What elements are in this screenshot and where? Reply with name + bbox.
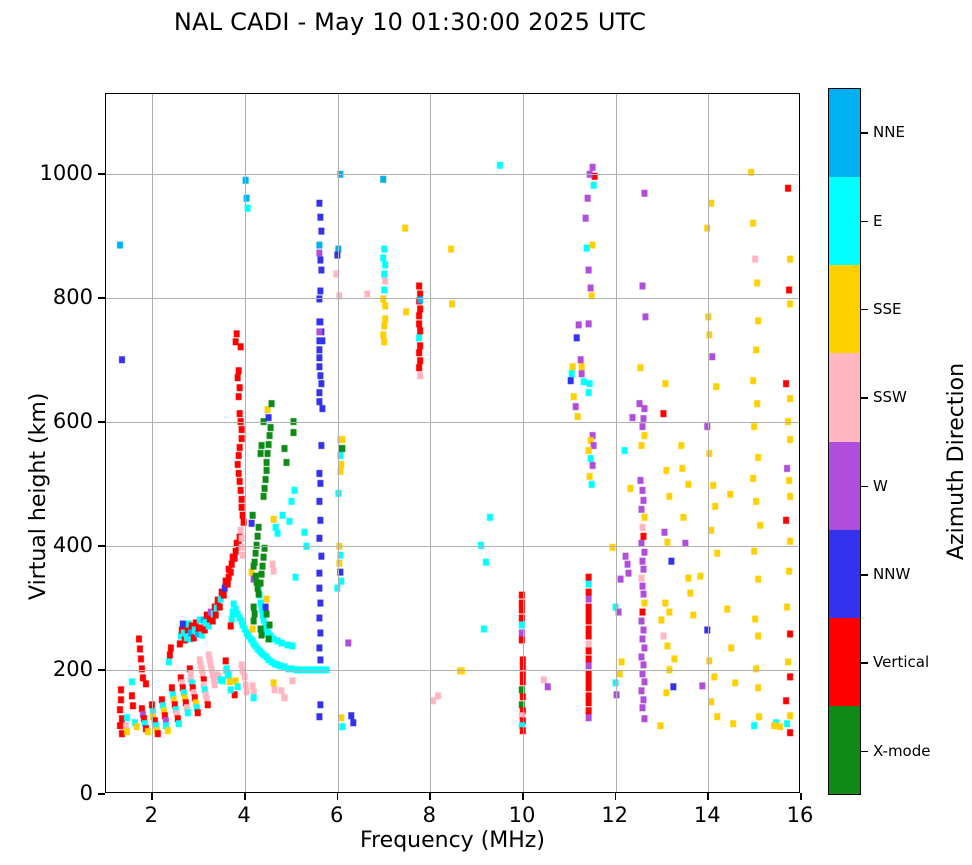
colorbar-label-vertical: Vertical xyxy=(873,653,930,672)
x-tick-mark xyxy=(336,793,339,800)
chart-title: NAL CADI - May 10 01:30:00 2025 UTC xyxy=(173,8,647,36)
colorbar-label: Azimuth Direction xyxy=(944,362,969,560)
colorbar-tick xyxy=(861,397,868,399)
colorbar-segment-sse xyxy=(829,265,860,354)
gridline-vertical xyxy=(430,94,432,792)
gridline-horizontal xyxy=(106,298,799,299)
y-tick-mark xyxy=(98,421,105,423)
x-tick-label: 4 xyxy=(237,803,251,827)
colorbar-label-nne: NNE xyxy=(873,123,905,142)
x-tick-mark xyxy=(151,793,153,800)
y-tick-mark xyxy=(98,297,105,299)
gridline-vertical xyxy=(615,94,617,792)
colorbar-segment-nne xyxy=(829,89,860,178)
y-tick-mark xyxy=(98,173,105,175)
colorbar-tick xyxy=(861,750,868,753)
colorbar-tick xyxy=(861,485,868,488)
colorbar-segment-w xyxy=(829,441,860,530)
gridline-vertical xyxy=(708,94,710,792)
colorbar xyxy=(828,88,861,795)
colorbar-tick xyxy=(861,574,868,576)
x-tick-mark xyxy=(707,793,709,800)
colorbar-tick xyxy=(861,308,868,311)
y-tick-label: 600 xyxy=(52,409,93,433)
gridline-vertical xyxy=(523,94,524,792)
colorbar-label-w: W xyxy=(873,476,888,495)
x-tick-label: 16 xyxy=(786,803,814,827)
x-tick-label: 8 xyxy=(422,803,436,827)
y-tick-mark xyxy=(98,793,105,795)
colorbar-segment-e xyxy=(829,177,860,266)
colorbar-label-sse: SSE xyxy=(873,299,902,318)
y-tick-mark xyxy=(98,669,105,671)
x-tick-mark xyxy=(244,793,246,800)
x-tick-mark xyxy=(429,793,431,800)
y-tick-label: 200 xyxy=(52,657,93,681)
plot-area xyxy=(105,93,800,793)
x-tick-label: 14 xyxy=(693,803,721,827)
colorbar-label-e: E xyxy=(873,211,883,230)
y-tick-label: 0 xyxy=(79,781,93,805)
x-tick-mark xyxy=(522,793,524,800)
y-tick-label: 400 xyxy=(52,533,93,557)
x-tick-mark xyxy=(614,793,617,800)
x-tick-mark xyxy=(800,793,802,800)
colorbar-tick xyxy=(861,662,868,664)
colorbar-label-ssw: SSW xyxy=(873,388,907,407)
y-tick-label: 800 xyxy=(52,285,93,309)
y-tick-label: 1000 xyxy=(39,161,93,185)
y-tick-mark xyxy=(98,545,105,547)
gridline-vertical xyxy=(152,94,154,792)
gridline-vertical xyxy=(245,94,246,792)
ionogram-scatter-canvas xyxy=(106,94,799,792)
colorbar-label-x-mode: X-mode xyxy=(873,741,931,760)
colorbar-tick xyxy=(861,132,868,134)
x-axis-label: Frequency (MHz) xyxy=(360,828,545,853)
colorbar-segment-nnw xyxy=(829,529,860,618)
y-axis-label: Virtual height (km) xyxy=(26,392,51,600)
gridline-horizontal xyxy=(106,422,799,423)
x-tick-label: 6 xyxy=(330,803,344,827)
gridline-horizontal xyxy=(106,546,799,547)
colorbar-tick xyxy=(861,220,868,223)
colorbar-label-nnw: NNW xyxy=(873,565,911,584)
colorbar-segment-ssw xyxy=(829,353,860,442)
x-tick-label: 12 xyxy=(601,803,629,827)
gridline-horizontal xyxy=(106,174,799,175)
x-tick-label: 10 xyxy=(508,803,536,827)
colorbar-segment-vertical xyxy=(829,617,860,706)
gridline-horizontal xyxy=(106,670,799,671)
gridline-vertical xyxy=(337,94,339,792)
x-tick-label: 2 xyxy=(144,803,158,827)
colorbar-segment-x-mode xyxy=(829,705,860,794)
